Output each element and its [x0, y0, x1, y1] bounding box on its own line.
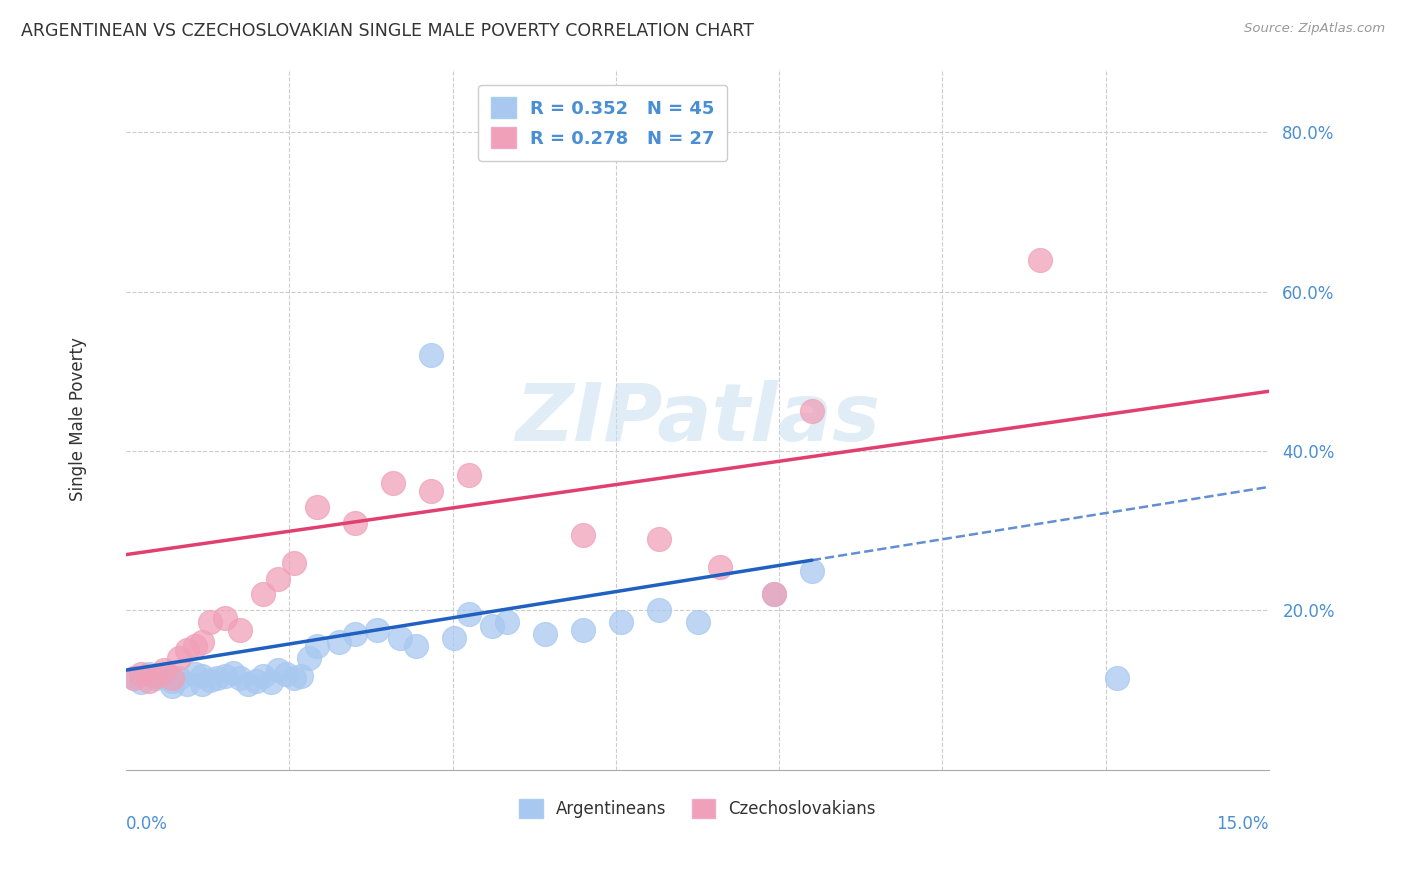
Point	[366, 624, 388, 638]
Point	[191, 669, 214, 683]
Point	[145, 671, 167, 685]
Point	[290, 669, 312, 683]
Point	[191, 635, 214, 649]
Point	[709, 559, 731, 574]
Point	[207, 671, 229, 685]
Point	[267, 663, 290, 677]
Point	[160, 673, 183, 688]
Text: Source: ZipAtlas.com: Source: ZipAtlas.com	[1244, 22, 1385, 36]
Point	[229, 624, 252, 638]
Point	[122, 671, 145, 685]
Point	[481, 619, 503, 633]
Point	[274, 667, 297, 681]
Point	[419, 348, 441, 362]
Point	[160, 679, 183, 693]
Point	[458, 607, 481, 622]
Point	[534, 627, 557, 641]
Point	[176, 676, 198, 690]
Point	[389, 632, 412, 646]
Point	[138, 667, 160, 681]
Point	[572, 527, 595, 541]
Point	[305, 500, 328, 514]
Point	[252, 587, 274, 601]
Point	[236, 676, 259, 690]
Point	[443, 632, 465, 646]
Point	[221, 665, 243, 680]
Text: Single Male Poverty: Single Male Poverty	[69, 337, 87, 501]
Point	[198, 673, 221, 687]
Point	[122, 671, 145, 685]
Point	[1029, 252, 1052, 267]
Text: 15.0%: 15.0%	[1216, 815, 1270, 833]
Point	[267, 572, 290, 586]
Point	[198, 615, 221, 630]
Point	[762, 587, 785, 601]
Legend: Argentineans, Czechoslovakians: Argentineans, Czechoslovakians	[513, 792, 883, 824]
Point	[129, 675, 152, 690]
Point	[169, 671, 191, 685]
Point	[343, 516, 366, 530]
Text: 0.0%: 0.0%	[127, 815, 167, 833]
Point	[160, 671, 183, 685]
Point	[183, 639, 205, 653]
Point	[153, 669, 176, 683]
Text: ZIPatlas: ZIPatlas	[515, 380, 880, 458]
Point	[800, 404, 823, 418]
Point	[381, 475, 404, 490]
Point	[260, 675, 283, 690]
Point	[153, 663, 176, 677]
Point	[343, 627, 366, 641]
Point	[686, 615, 709, 630]
Point	[648, 532, 671, 546]
Point	[138, 673, 160, 688]
Point	[245, 673, 267, 688]
Point	[648, 603, 671, 617]
Point	[214, 611, 236, 625]
Point	[283, 556, 305, 570]
Point	[145, 669, 167, 683]
Point	[169, 651, 191, 665]
Point	[305, 639, 328, 653]
Point	[283, 671, 305, 685]
Point	[1105, 671, 1128, 685]
Point	[572, 624, 595, 638]
Point	[405, 639, 427, 653]
Point	[419, 483, 441, 498]
Point	[214, 669, 236, 683]
Point	[496, 615, 519, 630]
Point	[328, 635, 350, 649]
Point	[610, 615, 633, 630]
Point	[800, 564, 823, 578]
Point	[252, 669, 274, 683]
Point	[183, 667, 205, 681]
Point	[298, 651, 321, 665]
Point	[129, 667, 152, 681]
Point	[229, 671, 252, 685]
Point	[191, 676, 214, 690]
Point	[458, 467, 481, 482]
Text: ARGENTINEAN VS CZECHOSLOVAKIAN SINGLE MALE POVERTY CORRELATION CHART: ARGENTINEAN VS CZECHOSLOVAKIAN SINGLE MA…	[21, 22, 754, 40]
Point	[762, 587, 785, 601]
Point	[176, 643, 198, 657]
